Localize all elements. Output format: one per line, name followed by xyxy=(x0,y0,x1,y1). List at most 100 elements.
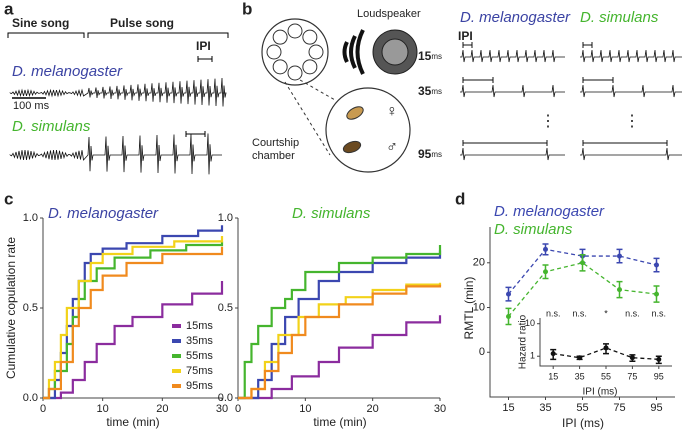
species-label: D. melanogaster xyxy=(12,63,123,80)
species-label: D. melanogaster xyxy=(460,9,571,26)
x-tick-label: 15 xyxy=(548,371,558,381)
point xyxy=(550,351,556,357)
fly xyxy=(346,106,364,120)
point xyxy=(506,313,511,319)
step-line xyxy=(238,284,442,400)
legend-label: D. melanogaster xyxy=(494,203,605,220)
well xyxy=(308,44,324,60)
chart-title: D. melanogaster xyxy=(48,205,159,222)
x-tick-label: 10 xyxy=(97,403,109,415)
x-tick-label: 15 xyxy=(502,402,514,414)
y-tick-label: 0.0 xyxy=(23,392,38,404)
y-axis-label: Hazard ratio xyxy=(518,314,529,369)
row-label: 15ms xyxy=(418,49,442,63)
species-label: D. simulans xyxy=(580,9,659,26)
y-tick-label: 1.0 xyxy=(218,212,233,224)
axis xyxy=(539,318,672,367)
legend-label: 35ms xyxy=(186,335,213,347)
ellipsis: ⋮ xyxy=(540,113,556,130)
axis xyxy=(489,227,675,398)
sound-waves xyxy=(342,29,365,75)
x-tick-label: 20 xyxy=(367,403,379,415)
ipi-arrow xyxy=(462,42,473,48)
waveform xyxy=(9,133,222,175)
pulse-train xyxy=(460,147,565,161)
row-ipi: 35 xyxy=(418,84,432,98)
panel-label: c xyxy=(4,189,13,208)
x-tick-label: 30 xyxy=(434,403,446,415)
pulse-train xyxy=(460,49,565,63)
series-line xyxy=(553,347,659,361)
x-tick-label: 30 xyxy=(216,403,228,415)
x-tick-label: 0 xyxy=(40,403,46,415)
pulse-train xyxy=(580,84,682,98)
pulse-train xyxy=(580,147,682,161)
legend-label: 75ms xyxy=(186,365,213,377)
legend-label: D. simulans xyxy=(494,221,573,238)
x-tick-label: 95 xyxy=(654,371,664,381)
point xyxy=(617,287,622,293)
y-tick-label: 1.0 xyxy=(23,212,38,224)
symbol: ♀ xyxy=(386,103,398,120)
panel-label: b xyxy=(242,0,252,18)
point xyxy=(543,246,548,252)
ipi-arrow xyxy=(462,140,548,146)
label: Pulse song xyxy=(110,16,174,30)
point xyxy=(654,262,659,268)
x-tick-label: 35 xyxy=(539,402,551,414)
legend-label: 95ms xyxy=(186,380,213,392)
row-label: 35ms xyxy=(418,84,442,98)
point xyxy=(506,291,511,297)
ellipsis: ⋮ xyxy=(624,113,640,130)
y-tick-label: 10 xyxy=(473,301,485,313)
point xyxy=(577,355,583,361)
point xyxy=(617,253,622,259)
panel-label: d xyxy=(455,189,465,208)
row-ipi: 95 xyxy=(418,147,432,161)
x-axis-label: time (min) xyxy=(313,415,366,429)
legend-label: 55ms xyxy=(186,350,213,362)
point xyxy=(543,269,548,275)
well xyxy=(287,65,303,81)
x-tick-label: 75 xyxy=(627,371,637,381)
step-line xyxy=(238,250,442,400)
well xyxy=(272,59,288,75)
panel-ab: a b c d Sine song Pulse song IPI D. mela… xyxy=(4,0,682,208)
annotation: n.s. xyxy=(572,308,587,318)
speaker-cone xyxy=(381,38,409,66)
point xyxy=(654,291,659,297)
x-axis-label: time (min) xyxy=(106,415,159,429)
step-line xyxy=(238,315,442,400)
row-ipi: 15 xyxy=(418,49,432,63)
point xyxy=(629,355,635,361)
label: Sine song xyxy=(12,16,69,30)
x-tick-label: 95 xyxy=(650,402,662,414)
annotation: n.s. xyxy=(652,308,667,318)
y-tick-label: 20 xyxy=(473,257,485,269)
annotation: n.s. xyxy=(546,308,561,318)
fly xyxy=(342,140,362,154)
pulse-trains: 15ms 35ms 95 ms xyxy=(418,42,682,161)
label: Loudspeaker xyxy=(357,8,421,20)
pulse-train xyxy=(460,84,565,98)
x-tick-label: 55 xyxy=(601,371,611,381)
x-axis-label: IPI (ms) xyxy=(583,387,618,398)
waveforms xyxy=(9,78,227,175)
ipi-arrow xyxy=(462,77,494,83)
label: IPI xyxy=(458,29,473,43)
well xyxy=(302,59,318,75)
y-tick-label: 0.5 xyxy=(23,302,38,314)
pulse-train xyxy=(580,49,682,63)
legend-label: 15ms xyxy=(186,320,213,332)
well xyxy=(272,29,288,45)
point xyxy=(580,260,585,266)
bracket xyxy=(7,32,229,38)
point xyxy=(603,345,609,351)
series-line xyxy=(507,262,657,317)
well xyxy=(266,44,282,60)
step-line xyxy=(43,281,224,400)
label: Courtship xyxy=(252,137,299,149)
x-tick-label: 10 xyxy=(299,403,311,415)
row-unit: ms xyxy=(431,52,442,61)
